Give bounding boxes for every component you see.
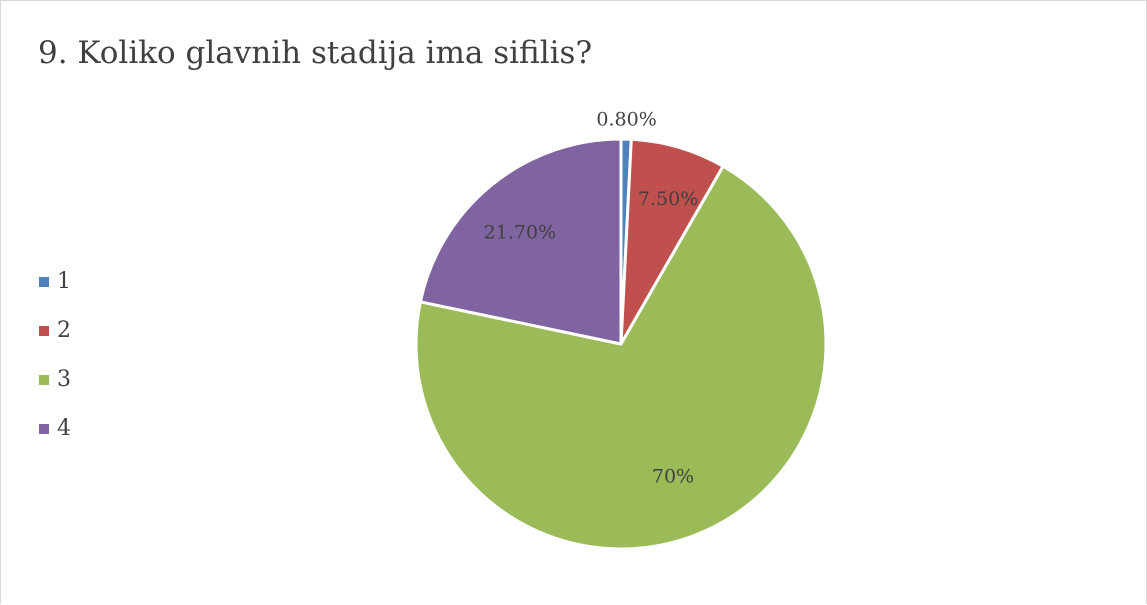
pie-slice-2 xyxy=(619,137,725,346)
legend-label-3: 3 xyxy=(57,367,71,392)
pie-slice-4 xyxy=(418,137,623,346)
data-label-3: 70% xyxy=(652,466,694,488)
chart-title: 9. Koliko glavnih stadija ima sifilis? xyxy=(38,35,593,71)
data-label-1: 0.80% xyxy=(596,109,656,131)
legend-item-1: 1 xyxy=(39,257,71,306)
data-label-2: 7.50% xyxy=(638,188,698,210)
legend-swatch-1 xyxy=(39,276,49,287)
pie-slice-3 xyxy=(414,164,828,551)
legend-swatch-4 xyxy=(39,423,49,434)
legend-item-4: 4 xyxy=(39,404,71,453)
legend-swatch-2 xyxy=(39,325,49,336)
legend-label-4: 4 xyxy=(57,416,71,441)
legend-item-3: 3 xyxy=(39,355,71,404)
data-label-4: 21.70% xyxy=(484,222,556,244)
legend-label-2: 2 xyxy=(57,318,71,343)
legend-label-1: 1 xyxy=(57,269,71,294)
legend-swatch-3 xyxy=(39,374,49,385)
legend-item-2: 2 xyxy=(39,306,71,355)
legend: 1 2 3 4 xyxy=(39,257,71,453)
